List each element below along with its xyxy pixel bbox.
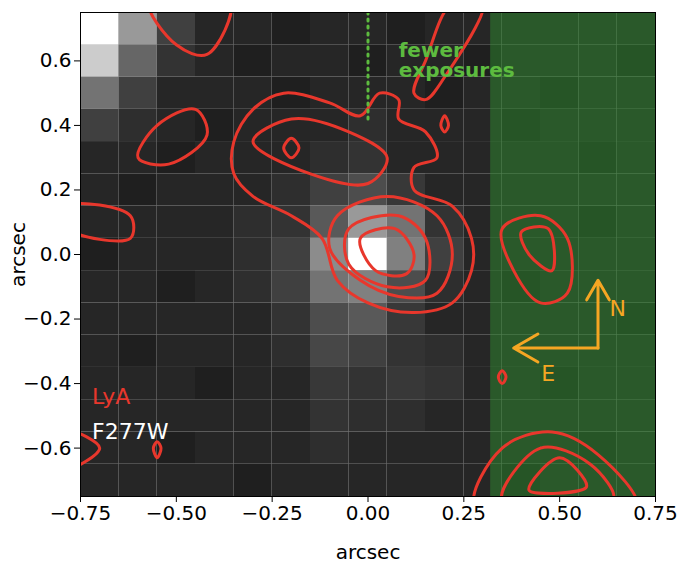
svg-text:0.00: 0.00 [346, 501, 391, 525]
svg-text:F277W: F277W [92, 419, 169, 444]
svg-text:−0.50: −0.50 [146, 501, 207, 525]
svg-text:arcsec: arcsec [336, 540, 401, 564]
svg-text:arcsec: arcsec [6, 222, 30, 287]
svg-text:−0.4: −0.4 [23, 371, 72, 395]
svg-text:0.0: 0.0 [40, 242, 72, 266]
svg-text:0.6: 0.6 [40, 48, 72, 72]
svg-text:0.25: 0.25 [442, 501, 487, 525]
svg-text:0.2: 0.2 [40, 177, 72, 201]
svg-text:0.75: 0.75 [633, 501, 678, 525]
svg-text:E: E [541, 361, 555, 386]
svg-text:LyA: LyA [92, 384, 130, 409]
svg-text:N: N [610, 296, 626, 321]
svg-text:−0.2: −0.2 [23, 306, 72, 330]
svg-text:−0.25: −0.25 [242, 501, 303, 525]
svg-text:fewerexposures: fewerexposures [399, 38, 515, 82]
svg-text:−0.6: −0.6 [23, 436, 72, 460]
svg-text:0.4: 0.4 [40, 113, 72, 137]
svg-text:−0.75: −0.75 [50, 501, 111, 525]
svg-text:0.50: 0.50 [537, 501, 582, 525]
